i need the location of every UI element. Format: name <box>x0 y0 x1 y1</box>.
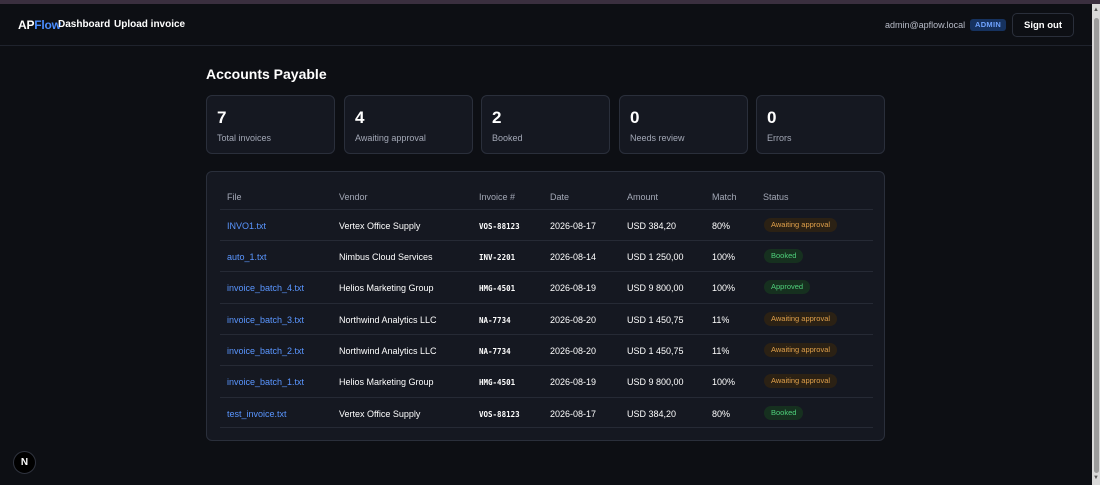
stat-value: 4 <box>355 108 365 127</box>
stat-card-booked: 2 Booked <box>481 95 610 154</box>
amount-cell: USD 1 450,75 <box>627 346 684 356</box>
vendor-cell: Vertex Office Supply <box>339 409 421 419</box>
brand-ap: AP <box>18 18 35 32</box>
file-link[interactable]: invoice_batch_4.txt <box>227 283 305 293</box>
role-badge: ADMIN <box>970 19 1007 31</box>
next-logo-icon[interactable]: N <box>13 451 36 474</box>
stat-label: Total invoices <box>217 133 272 143</box>
date-cell: 2026-08-19 <box>550 283 597 293</box>
invoice-number-cell: VOS-88123 <box>479 410 520 419</box>
date-cell: 2026-08-17 <box>550 221 597 231</box>
file-link[interactable]: invoice_batch_1.txt <box>227 377 305 387</box>
status-badge: Awaiting approval <box>764 343 838 357</box>
table-row[interactable]: auto_1.txt Nimbus Cloud Services INV-220… <box>220 240 873 271</box>
column-header-status: Status <box>763 192 789 202</box>
scrollbar-thumb[interactable] <box>1094 18 1099 473</box>
column-header-match: Match <box>712 192 737 202</box>
stat-label: Booked <box>492 133 523 143</box>
invoices-table: File Vendor Invoice # Date Amount Match … <box>206 171 885 441</box>
match-cell: 80% <box>712 409 731 419</box>
amount-cell: USD 9 800,00 <box>627 377 684 387</box>
page-title: Accounts Payable <box>206 66 327 82</box>
column-header-file: File <box>227 192 242 202</box>
match-cell: 11% <box>712 346 730 356</box>
status-badge: Awaiting approval <box>764 218 838 232</box>
stat-value: 2 <box>492 108 502 127</box>
date-cell: 2026-08-17 <box>550 409 597 419</box>
date-cell: 2026-08-19 <box>550 377 597 387</box>
stat-value: 7 <box>217 108 227 127</box>
stat-value: 0 <box>630 108 640 127</box>
brand-logo[interactable]: APFlow <box>18 18 61 32</box>
file-link[interactable]: invoice_batch_3.txt <box>227 315 305 325</box>
invoice-number-cell: HMG-4501 <box>479 284 516 293</box>
vendor-cell: Helios Marketing Group <box>339 283 434 293</box>
scroll-down-arrow-icon[interactable]: ▼ <box>1093 475 1099 481</box>
table-row[interactable]: invoice_batch_3.txt Northwind Analytics … <box>220 303 873 334</box>
date-cell: 2026-08-20 <box>550 315 597 325</box>
status-badge: Awaiting approval <box>764 312 838 326</box>
vendor-cell: Nimbus Cloud Services <box>339 252 433 262</box>
column-header-amount: Amount <box>627 192 659 202</box>
file-link[interactable]: auto_1.txt <box>227 252 267 262</box>
brand-flow: Flow <box>34 18 61 32</box>
column-header-vendor: Vendor <box>339 192 368 202</box>
status-badge: Booked <box>764 406 804 420</box>
sign-out-button[interactable]: Sign out <box>1012 13 1074 37</box>
amount-cell: USD 384,20 <box>627 221 677 231</box>
match-cell: 100% <box>712 283 736 293</box>
vendor-cell: Vertex Office Supply <box>339 221 421 231</box>
scroll-up-arrow-icon[interactable]: ▲ <box>1093 7 1099 13</box>
file-link[interactable]: test_invoice.txt <box>227 409 287 419</box>
table-row[interactable]: test_invoice.txt Vertex Office Supply VO… <box>220 397 873 428</box>
column-header-date: Date <box>550 192 570 202</box>
vendor-cell: Helios Marketing Group <box>339 377 434 387</box>
table-row[interactable]: invoice_batch_4.txt Helios Marketing Gro… <box>220 271 873 302</box>
file-link[interactable]: invoice_batch_2.txt <box>227 346 305 356</box>
match-cell: 80% <box>712 221 731 231</box>
column-header-invoice: Invoice # <box>479 192 516 202</box>
status-badge: Booked <box>764 249 804 263</box>
table-row[interactable]: INVO1.txt Vertex Office Supply VOS-88123… <box>220 209 873 240</box>
stat-card-total-invoices: 7 Total invoices <box>206 95 335 154</box>
invoice-number-cell: INV-2201 <box>479 253 516 262</box>
match-cell: 100% <box>712 377 736 387</box>
nav-dashboard-link[interactable]: Dashboard <box>58 19 111 30</box>
amount-cell: USD 384,20 <box>627 409 677 419</box>
stat-label: Awaiting approval <box>355 133 426 143</box>
amount-cell: USD 1 450,75 <box>627 315 684 325</box>
nav-upload-invoice-link[interactable]: Upload invoice <box>114 19 186 30</box>
status-badge: Awaiting approval <box>764 374 838 388</box>
window-top-strip <box>0 0 1100 4</box>
stat-card-errors: 0 Errors <box>756 95 885 154</box>
stat-value: 0 <box>767 108 777 127</box>
table-row[interactable]: invoice_batch_1.txt Helios Marketing Gro… <box>220 365 873 396</box>
date-cell: 2026-08-20 <box>550 346 597 356</box>
invoice-number-cell: HMG-4501 <box>479 378 516 387</box>
stat-card-needs-review: 0 Needs review <box>619 95 748 154</box>
table-row[interactable]: invoice_batch_2.txt Northwind Analytics … <box>220 334 873 365</box>
invoice-number-cell: NA-7734 <box>479 316 511 325</box>
invoice-number-cell: VOS-88123 <box>479 222 520 231</box>
stat-card-awaiting-approval: 4 Awaiting approval <box>344 95 473 154</box>
amount-cell: USD 1 250,00 <box>627 252 684 262</box>
match-cell: 100% <box>712 252 736 262</box>
user-email: admin@apflow.local <box>885 20 966 30</box>
file-link[interactable]: INVO1.txt <box>227 221 267 231</box>
amount-cell: USD 9 800,00 <box>627 283 684 293</box>
match-cell: 11% <box>712 315 730 325</box>
vendor-cell: Northwind Analytics LLC <box>339 315 437 325</box>
stat-label: Errors <box>767 133 792 143</box>
invoice-number-cell: NA-7734 <box>479 347 511 356</box>
status-badge: Approved <box>764 280 811 294</box>
date-cell: 2026-08-14 <box>550 252 597 262</box>
navbar: APFlow Dashboard Upload invoice admin@ap… <box>0 4 1092 46</box>
stat-label: Needs review <box>630 133 685 143</box>
vendor-cell: Northwind Analytics LLC <box>339 346 437 356</box>
